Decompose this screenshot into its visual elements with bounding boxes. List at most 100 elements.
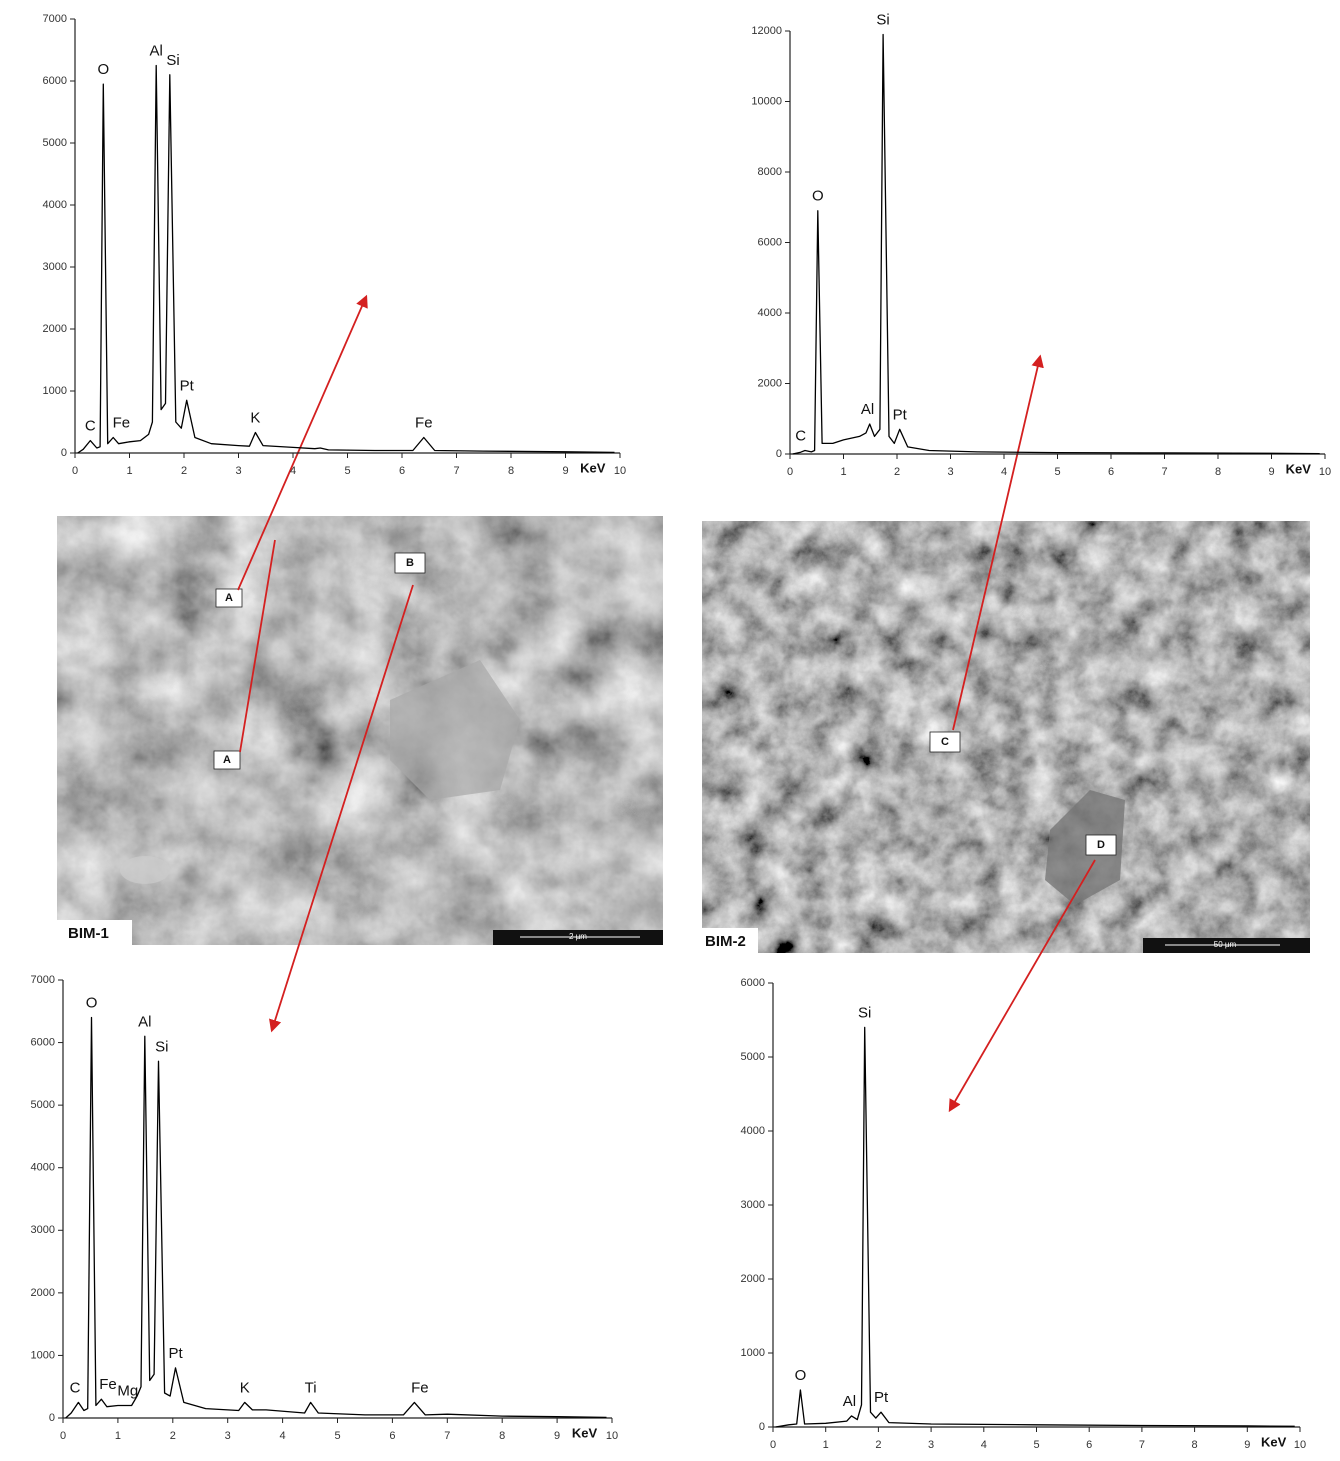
peak-label: Si xyxy=(155,1038,168,1055)
x-tick-label: 1 xyxy=(115,1430,121,1442)
x-tick-label: 7 xyxy=(453,465,459,477)
peak-label: Al xyxy=(843,1393,856,1410)
image-label: BIM-2 xyxy=(705,933,746,950)
label-box xyxy=(57,920,132,945)
y-tick-label: 7000 xyxy=(31,974,55,986)
y-tick-label: 4000 xyxy=(43,199,67,211)
image-label: BIM-1 xyxy=(68,925,109,942)
peak-label: C xyxy=(795,427,806,444)
peak-label: Pt xyxy=(168,1345,183,1362)
y-tick-label: 0 xyxy=(61,447,67,459)
x-tick-label: 8 xyxy=(499,1430,505,1442)
x-tick-label: 7 xyxy=(444,1430,450,1442)
arrow xyxy=(269,584,414,1033)
x-tick-label: 2 xyxy=(894,466,900,478)
y-tick-label: 7000 xyxy=(43,13,67,25)
peak-label: Fe xyxy=(411,1379,429,1396)
x-tick-label: 5 xyxy=(1033,1439,1039,1451)
particle xyxy=(1045,790,1125,905)
spectrum-line xyxy=(792,33,1320,455)
x-tick-label: 8 xyxy=(508,465,514,477)
y-tick-label: 1000 xyxy=(43,385,67,397)
y-tick-label: 1000 xyxy=(31,1349,55,1361)
x-tick-label: 5 xyxy=(334,1430,340,1442)
x-tick-label: 7 xyxy=(1139,1439,1145,1451)
x-tick-label: 2 xyxy=(875,1439,881,1451)
y-tick-label: 4000 xyxy=(31,1162,55,1174)
y-tick-label: 2000 xyxy=(741,1273,765,1285)
peak-label: Pt xyxy=(874,1389,889,1406)
peak-label: O xyxy=(98,61,110,78)
scale-text: 2 µm xyxy=(569,932,587,941)
x-tick-label: 9 xyxy=(1268,466,1274,478)
peak-label: O xyxy=(812,188,824,205)
marker-box xyxy=(929,731,961,753)
x-tick-label: 3 xyxy=(225,1430,231,1442)
peak-label: Al xyxy=(861,401,874,418)
y-tick-label: 5000 xyxy=(43,137,67,149)
y-tick-label: 2000 xyxy=(43,323,67,335)
y-tick-label: 3000 xyxy=(43,261,67,273)
x-tick-label: 10 xyxy=(606,1430,618,1442)
sem-image: BIM-1 2 µm A B A xyxy=(57,516,663,945)
particle xyxy=(120,856,170,884)
y-tick-label: 4000 xyxy=(758,307,782,319)
y-tick-label: 12000 xyxy=(751,25,782,37)
peak-label: C xyxy=(85,418,96,435)
x-axis-label: KeV xyxy=(1286,461,1312,476)
x-tick-label: 1 xyxy=(823,1439,829,1451)
peak-label: O xyxy=(795,1367,807,1384)
x-axis-label: KeV xyxy=(580,460,606,475)
y-tick-label: 0 xyxy=(49,1412,55,1424)
x-tick-label: 10 xyxy=(1319,466,1331,478)
x-tick-label: 3 xyxy=(235,465,241,477)
x-tick-label: 1 xyxy=(126,465,132,477)
y-tick-label: 3000 xyxy=(741,1199,765,1211)
x-tick-label: 3 xyxy=(947,466,953,478)
x-tick-label: 7 xyxy=(1161,466,1167,478)
peak-label: O xyxy=(86,995,98,1012)
x-tick-label: 6 xyxy=(389,1430,395,1442)
peak-label: Pt xyxy=(893,406,908,423)
y-tick-label: 2000 xyxy=(758,377,782,389)
peak-label: Pt xyxy=(180,377,195,394)
marker-label: A xyxy=(225,592,233,604)
x-tick-label: 4 xyxy=(981,1439,987,1451)
arrow xyxy=(239,539,276,753)
spectrum-line xyxy=(77,64,615,454)
peak-label: Si xyxy=(858,1004,871,1021)
x-tick-label: 5 xyxy=(1054,466,1060,478)
x-axis-label: KeV xyxy=(572,1425,598,1440)
peak-label: Fe xyxy=(99,1376,117,1393)
sem-texture xyxy=(702,521,1310,953)
marker-box xyxy=(213,750,241,770)
y-tick-label: 5000 xyxy=(31,1099,55,1111)
y-tick-label: 10000 xyxy=(751,95,782,107)
peak-label: K xyxy=(240,1379,250,1396)
x-tick-label: 8 xyxy=(1215,466,1221,478)
x-tick-label: 0 xyxy=(787,466,793,478)
arrow xyxy=(237,294,368,591)
peak-label: Ti xyxy=(305,1379,317,1396)
y-tick-label: 6000 xyxy=(741,977,765,989)
y-tick-label: 4000 xyxy=(741,1125,765,1137)
y-tick-label: 1000 xyxy=(741,1347,765,1359)
x-tick-label: 10 xyxy=(1294,1439,1306,1451)
y-tick-label: 6000 xyxy=(31,1036,55,1048)
x-tick-label: 3 xyxy=(928,1439,934,1451)
x-tick-label: 9 xyxy=(562,465,568,477)
x-tick-label: 4 xyxy=(280,1430,286,1442)
y-tick-label: 0 xyxy=(759,1421,765,1433)
peak-label: Al xyxy=(138,1013,151,1030)
y-tick-label: 2000 xyxy=(31,1287,55,1299)
x-tick-label: 6 xyxy=(1086,1439,1092,1451)
scale-text: 50 µm xyxy=(1214,940,1237,949)
x-tick-label: 9 xyxy=(1244,1439,1250,1451)
peak-label: Si xyxy=(166,52,179,69)
x-tick-label: 2 xyxy=(181,465,187,477)
particle xyxy=(390,660,520,800)
x-tick-label: 0 xyxy=(770,1439,776,1451)
x-axis-label: KeV xyxy=(1261,1434,1287,1449)
arrow xyxy=(948,859,1096,1113)
